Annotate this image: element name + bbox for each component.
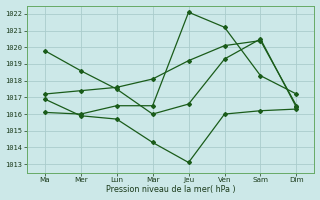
X-axis label: Pression niveau de la mer( hPa ): Pression niveau de la mer( hPa ): [106, 185, 236, 194]
